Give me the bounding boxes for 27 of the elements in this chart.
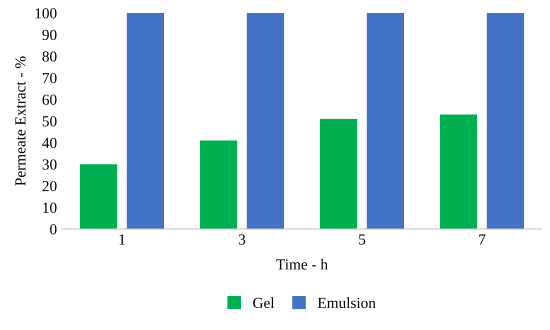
bar [126,13,164,229]
bar [320,118,358,229]
y-tick-label: 10 [43,202,57,213]
x-tick-label: 1 [120,234,125,244]
bar [200,140,238,229]
y-tick-label: 40 [42,138,57,148]
y-tick-label: 50 [42,116,57,126]
x-tick-label: 5 [359,234,366,245]
y-tick-label: 80 [42,51,57,62]
legend-label: Gel [253,297,274,308]
y-tick-label: 30 [42,159,57,170]
x-tick-label: 3 [238,234,246,245]
x-tick-label: 7 [479,234,486,244]
y-tick-label: 60 [42,94,57,105]
bar [246,13,284,229]
y-tick-label: 0 [50,224,57,234]
y-tick-label: 100 [36,8,57,18]
x-axis-title: Time - h [276,258,328,270]
bar [80,164,118,229]
y-axis-title: Permeate Extract - % [15,56,26,186]
bar [486,13,524,229]
y-tick-label: 90 [42,30,57,40]
y-tick-label: 20 [42,180,57,192]
bar [366,13,404,229]
bar [440,114,478,229]
legend-label: Emulsion [318,297,376,308]
y-tick-label: 70 [42,72,57,84]
